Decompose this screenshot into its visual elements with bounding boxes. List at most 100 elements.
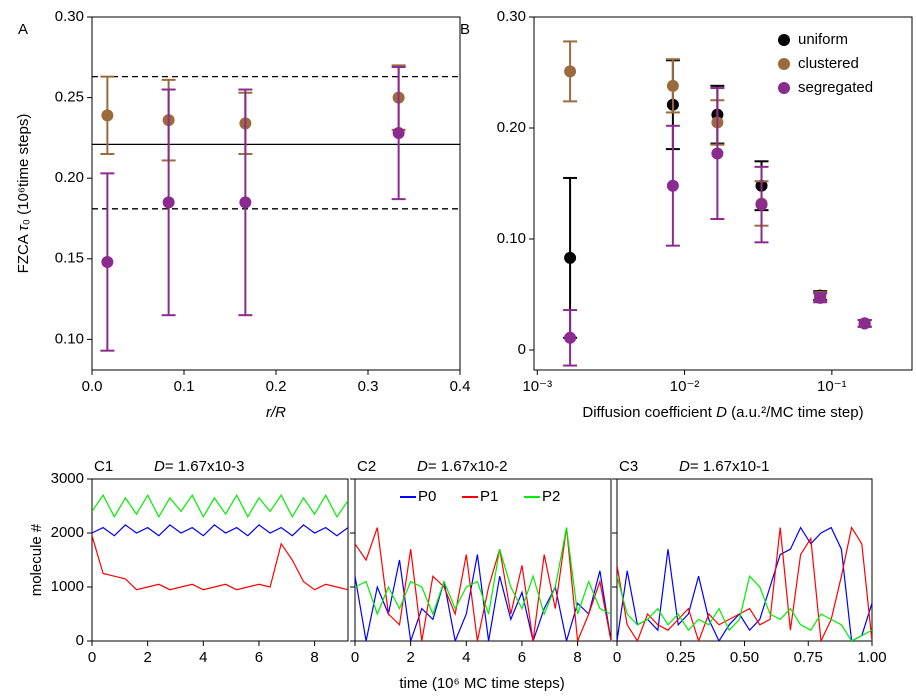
plot-frame — [91, 478, 349, 642]
y-axis-label: FZCA τ₀ (10⁶time steps) — [15, 114, 32, 274]
label-part: (a.u.²/MC time step) — [727, 404, 864, 421]
x-tick-label: 4 — [199, 649, 207, 666]
label-part: molecule # — [28, 523, 45, 596]
x-tick-label: 2 — [406, 649, 414, 666]
y-tick-label: 0.10 — [55, 330, 84, 347]
x-tick-label: 10⁻¹ — [817, 378, 847, 395]
label-part: = 1.67x10-1 — [690, 458, 770, 475]
x-axis-label: r/R — [266, 404, 286, 421]
plot-frame — [616, 478, 873, 642]
series-line — [617, 526, 872, 641]
data-point — [239, 196, 252, 209]
x-tick-label: 0.50 — [730, 649, 759, 666]
legend-marker — [778, 34, 790, 46]
y-tick-label: 0 — [518, 341, 526, 358]
y-tick-label: 1000 — [51, 578, 84, 595]
x-tick-label: 8 — [573, 649, 581, 666]
y-tick-label: 0.20 — [497, 119, 526, 136]
series-line — [355, 527, 611, 641]
panel-label: C2 — [357, 458, 376, 475]
x-tick-label: 4 — [462, 649, 470, 666]
panel-subtitle: D= 1.67x10-3 — [154, 458, 245, 475]
legend-label: P1 — [480, 488, 498, 505]
y-tick-label: 0.15 — [55, 250, 84, 267]
x-tick-label: 6 — [518, 649, 526, 666]
x-tick-label: 0.2 — [266, 378, 287, 395]
series-line — [355, 527, 611, 616]
data-point — [666, 179, 679, 192]
panel-label: C3 — [619, 458, 638, 475]
data-point — [162, 196, 175, 209]
label-part: D — [154, 458, 165, 475]
data-point — [666, 79, 679, 92]
y-tick-label: 0.10 — [497, 230, 526, 247]
series-line — [617, 574, 872, 641]
x-tick-label: 0 — [88, 649, 96, 666]
legend-label: P0 — [418, 488, 436, 505]
y-tick-label: 0.30 — [497, 8, 526, 25]
legend-marker — [778, 58, 790, 70]
data-point — [392, 127, 405, 140]
series-line — [92, 535, 348, 591]
legend-label: segregated — [798, 79, 873, 96]
legend-label: uniform — [798, 31, 848, 48]
legend-label: clustered — [798, 55, 859, 72]
x-tick-label: 0.4 — [450, 378, 471, 395]
x-tick-label: 0 — [613, 649, 621, 666]
legend-marker — [778, 82, 790, 94]
data-point — [858, 317, 871, 330]
x-tick-label: 10⁻³ — [522, 378, 552, 395]
data-point — [101, 109, 114, 122]
x-tick-label: 0.0 — [82, 378, 103, 395]
x-tick-label: 0.75 — [794, 649, 823, 666]
series-line — [92, 524, 348, 537]
y-tick-label: 0.30 — [55, 8, 84, 25]
plot-frame — [533, 16, 913, 371]
x-tick-label: 1.00 — [857, 649, 886, 666]
data-point — [564, 331, 577, 344]
x-tick-label: 0.3 — [358, 378, 379, 395]
data-point — [755, 198, 768, 211]
panel-label: B — [460, 21, 470, 38]
series-line — [617, 526, 872, 641]
y-tick-label: 0 — [76, 632, 84, 649]
label-part: Diffusion coefficient — [582, 404, 716, 421]
x-axis-label: Diffusion coefficient D (a.u.²/MC time s… — [582, 404, 863, 421]
x-tick-label: 8 — [310, 649, 318, 666]
label-part: D — [716, 404, 727, 421]
label-part: D — [417, 458, 428, 475]
y-tick-label: 0.25 — [55, 89, 84, 106]
data-point — [564, 251, 577, 264]
label-part: = 1.67x10-2 — [428, 458, 508, 475]
label-part: ₀ (10⁶time steps) — [15, 114, 32, 226]
panel-subtitle: D= 1.67x10-1 — [679, 458, 770, 475]
label-part: r/R — [266, 404, 286, 421]
panel-label: C1 — [94, 458, 113, 475]
data-point — [814, 291, 827, 304]
plot-frame — [91, 16, 461, 371]
x-tick-label: 2 — [143, 649, 151, 666]
data-point — [101, 256, 114, 269]
x-axis-label: time (10⁶ MC time steps) — [399, 675, 564, 692]
y-tick-label: 0.20 — [55, 169, 84, 186]
x-tick-label: 6 — [255, 649, 263, 666]
label-part: time (10⁶ MC time steps) — [399, 675, 564, 692]
data-point — [711, 147, 724, 160]
x-tick-label: 0.25 — [666, 649, 695, 666]
label-part: FZCA — [15, 231, 32, 274]
x-tick-label: 0.1 — [174, 378, 195, 395]
panel-label: A — [18, 21, 28, 38]
x-tick-label: 10⁻² — [670, 378, 700, 395]
label-part: D — [679, 458, 690, 475]
y-tick-label: 3000 — [51, 470, 84, 487]
legend-label: P2 — [542, 488, 560, 505]
series-line — [92, 493, 348, 519]
x-tick-label: 0 — [351, 649, 359, 666]
label-part: τ — [15, 224, 32, 231]
y-axis-label: molecule # — [28, 523, 45, 596]
label-part: = 1.67x10-3 — [165, 458, 245, 475]
y-tick-label: 2000 — [51, 524, 84, 541]
panel-subtitle: D= 1.67x10-2 — [417, 458, 508, 475]
data-point — [564, 65, 577, 78]
